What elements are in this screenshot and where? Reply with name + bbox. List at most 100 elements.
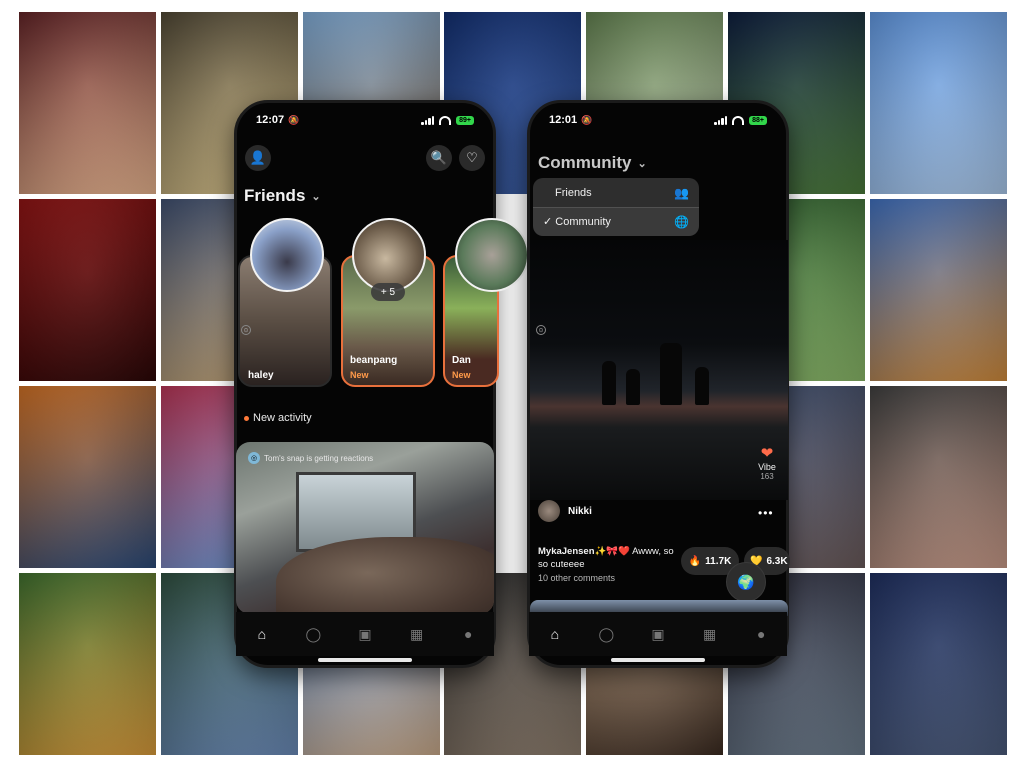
vibe-heart-icon: ❤ [760,445,774,462]
snap-photo-cat [276,537,494,614]
status-time: 12:07 [256,114,285,126]
reaction-icon: ◎ [248,452,260,464]
new-activity-heading: New activity [244,412,312,424]
tab-camera[interactable]: ▣ [651,625,665,642]
collage-photo [19,199,156,381]
people-icon: 👥 [674,185,689,200]
silhouette [626,369,640,405]
tab-bar-right: ⌂ ◯ ▣ ▦ ● [529,612,787,656]
status-bar-left: 12:07 🔕 89+ [234,110,496,130]
comment-text: Awww, so so cuteeee [538,546,674,570]
tab-camera[interactable]: ▣ [358,625,372,642]
bell-muted-icon: 🔕 [581,114,593,125]
vibe-reaction[interactable]: ❤ Vibe 163 [752,445,782,482]
other-comments-link[interactable]: 10 other comments [538,573,616,583]
snap-reaction-tag: ◎ Tom's snap is getting reactions [248,452,373,464]
silhouette [602,361,616,405]
feed-dropdown-menu: Friends 👥 ✓ Community 🌐 [533,178,699,236]
tab-home[interactable]: ⌂ [257,626,267,642]
page-title: Community [538,153,632,172]
globe-icon: 🌐 [674,214,689,229]
more-options-icon[interactable]: ••• [758,506,774,520]
heart-icon: ♡ [466,150,478,165]
wifi-icon [439,115,452,125]
add-person-icon: 👤 [249,150,267,165]
chevron-down-icon: ⌄ [637,157,647,170]
page-title: Friends [244,186,306,205]
story-count-label: + 5 [380,286,396,298]
add-friend-button[interactable]: 👤 [245,145,271,171]
home-indicator [318,658,412,662]
tab-memories[interactable]: ▦ [409,625,424,642]
menu-divider [533,207,699,208]
menu-item-community[interactable]: ✓ Community 🌐 [533,207,699,236]
avatar [538,500,560,522]
menu-item-friends[interactable]: Friends 👥 [533,178,699,207]
friend-name: Dan [452,355,471,366]
vibe-count: 163 [760,472,774,481]
new-badge: New [452,370,471,380]
reaction-count: 11.7K [705,555,732,567]
friend-card-beanpang[interactable] [341,255,435,387]
collage-photo [870,12,1007,194]
search-button[interactable]: 🔍 [426,145,452,171]
tab-bar-left: ⌂ ◯ ▣ ▦ ● [236,612,494,656]
activity-snap-card[interactable] [236,442,494,614]
signal-icon [714,115,728,125]
globe-icon: 🌍 [737,573,755,590]
battery-indicator: 88+ [749,115,767,125]
fire-icon: 🔥 [688,555,702,567]
top-comment[interactable]: MykaJensen✨🎀❤️ Awww, so so cuteeee 10 ot… [538,545,678,585]
globe-reaction-button[interactable]: 🌍 [726,562,766,602]
signal-icon [421,115,435,125]
more-indicator-icon: ⊙ [536,325,546,335]
wifi-icon [732,115,745,125]
unread-dot-icon [244,415,249,421]
new-badge: New [350,370,369,380]
story-count-badge: + 5 [371,283,405,301]
tab-chat[interactable]: ◯ [598,625,615,642]
menu-item-label: Friends [555,186,592,199]
activity-button[interactable]: ♡ [459,145,485,171]
yellow-heart-icon: 💛 [750,555,763,567]
chevron-down-icon: ⌄ [311,190,321,203]
status-bar-right: 12:01 🔕 88+ [527,110,789,130]
status-time: 12:01 [549,114,578,126]
collage-photo [870,573,1007,755]
bell-muted-icon: 🔕 [288,114,300,125]
tab-home[interactable]: ⌂ [550,626,560,642]
vibe-label: Vibe [758,462,776,472]
avatar [455,218,529,292]
collage-photo [870,199,1007,381]
home-indicator [611,658,705,662]
feed-switcher[interactable]: Friends ⌄ [244,186,321,206]
battery-indicator: 89+ [456,115,474,125]
tab-profile[interactable]: ● [756,626,766,642]
feed-switcher[interactable]: Community ⌄ [538,153,647,173]
collage-photo [19,386,156,568]
avatar [352,218,426,292]
tab-chat[interactable]: ◯ [305,625,322,642]
avatar [250,218,324,292]
silhouette [695,367,709,405]
community-photo[interactable] [530,240,788,500]
tab-memories[interactable]: ▦ [702,625,717,642]
post-author[interactable]: Nikki [538,500,592,522]
friend-name: beanpang [350,355,398,366]
tab-profile[interactable]: ● [463,626,473,642]
reaction-count: 6.3K [766,555,788,567]
friend-name: haley [248,370,274,381]
menu-item-label: ✓ Community [543,216,611,228]
collage-photo [870,386,1007,568]
comment-emoji: ✨🎀❤️ [594,546,631,557]
silhouette [660,343,682,405]
more-indicator-icon: ⊙ [241,325,251,335]
new-activity-label: New activity [253,412,312,424]
comment-author: MykaJensen [538,546,595,557]
search-icon: 🔍 [430,150,448,165]
snap-tag-label: Tom's snap is getting reactions [264,453,374,463]
author-name: Nikki [568,505,592,517]
collage-photo [19,12,156,194]
collage-photo [19,573,156,755]
